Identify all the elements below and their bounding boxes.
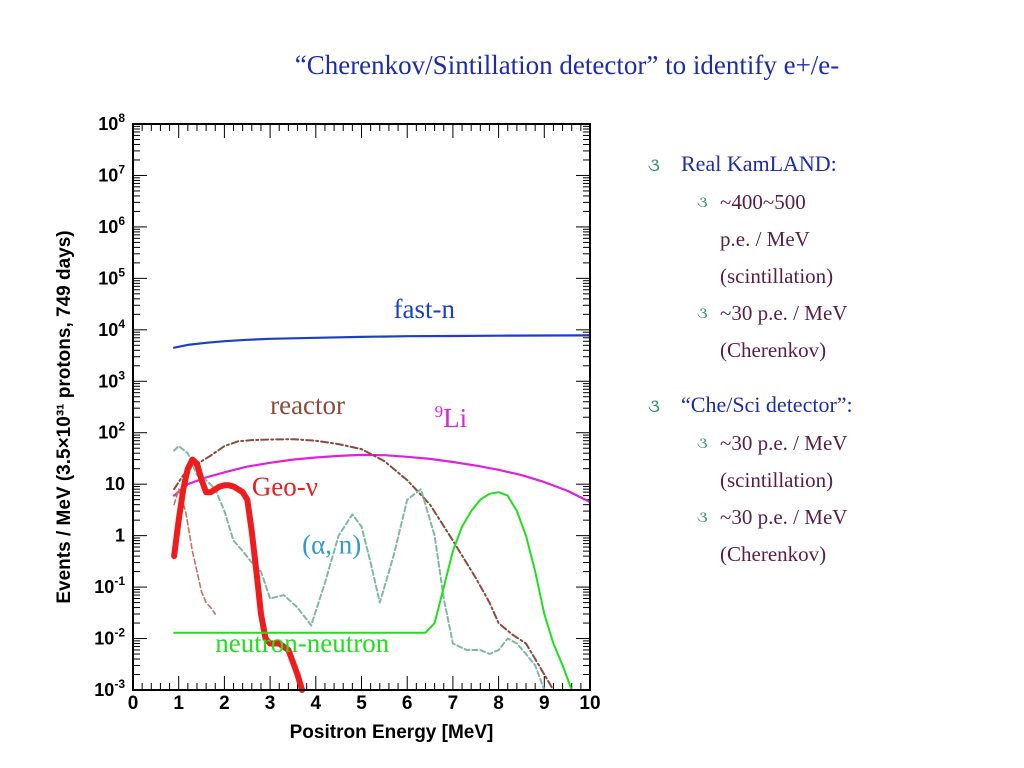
curve-label-superscript: 9 <box>435 402 444 421</box>
spiral-bullet-icon: ૩ <box>697 509 708 526</box>
y-tick-label: 102 <box>98 420 125 443</box>
spiral-bullet-icon: ૩ <box>697 435 708 452</box>
sub-bullet-line: ~30 p.e. / MeV <box>720 431 848 455</box>
x-tick-label: 2 <box>219 693 230 714</box>
series-n <box>173 445 546 691</box>
y-tick-label: 108 <box>98 111 125 134</box>
curve-label: 9Li <box>435 402 468 433</box>
y-tick-label: 1 <box>115 526 125 546</box>
y-tick-label: 105 <box>98 265 125 288</box>
sub-bullet-line: (scintillation) <box>720 468 834 492</box>
spiral-bullet-icon: ૩ <box>648 155 660 175</box>
chart-curves <box>171 334 592 693</box>
x-tick-label: 3 <box>265 693 276 714</box>
x-tick-label: 10 <box>579 693 600 714</box>
curve-label: (α, n) <box>302 529 361 559</box>
slide-title: “Cherenkov/Sintillation detector” to ide… <box>294 50 840 80</box>
series-reactor <box>173 438 555 691</box>
bullet-text: “Che/Sci detector”: <box>681 392 853 417</box>
sub-bullet-line: (Cherenkov) <box>720 542 827 566</box>
series-9li <box>173 453 592 504</box>
curve-label: Geo-ν <box>252 472 318 502</box>
y-tick-label: 10-2 <box>94 626 125 649</box>
sub-bullet-line: p.e. / MeV <box>720 227 810 251</box>
y-tick-exponent: 4 <box>118 317 125 331</box>
y-tick-exponent: 3 <box>118 368 125 382</box>
y-tick-exponent: 2 <box>118 420 125 434</box>
sub-bullet-line: (scintillation) <box>720 264 834 288</box>
spiral-bullet-icon: ૩ <box>648 396 660 416</box>
bullet-list: ૩ Real KamLAND: ૩ ~400~500 p.e. / MeV (s… <box>648 150 1018 573</box>
x-tick-label: 4 <box>311 693 322 714</box>
sub-bullet: ૩ ~30 p.e. / MeV (Cherenkov) <box>648 295 1018 369</box>
y-tick-label: 10-1 <box>94 574 125 597</box>
sub-bullet-line: ~400~500 <box>720 190 806 214</box>
spiral-bullet-icon: ૩ <box>697 194 708 211</box>
sub-bullet: ૩ ~30 p.e. / MeV (Cherenkov) <box>648 499 1018 573</box>
sub-bullet-line: ~30 p.e. / MeV <box>720 505 848 529</box>
y-tick-exponent: 5 <box>118 265 125 279</box>
y-tick-label: 10 <box>105 474 125 494</box>
x-tick-label: 7 <box>448 693 459 714</box>
y-tick-label: 10-3 <box>94 677 125 700</box>
bullet-real-kamland: ૩ Real KamLAND: <box>648 150 1018 178</box>
x-axis-label: Positron Energy [MeV] <box>290 722 494 743</box>
sub-bullet: ૩ ~30 p.e. / MeV (scintillation) <box>648 425 1018 499</box>
bullet-che-sci-detector: ૩ “Che/Sci detector”: <box>648 391 1018 419</box>
series-fast-n <box>173 334 592 349</box>
curve-label: reactor <box>270 390 345 420</box>
x-tick-label: 6 <box>402 693 413 714</box>
chart-annotations: fast-n reactor 9Li Geo-ν (α, n) neutron-neutr… <box>215 294 467 658</box>
curve-label: neutron-neutron <box>215 628 389 658</box>
bullet-text: Real KamLAND: <box>681 151 837 176</box>
y-tick-exponent: 8 <box>118 111 125 125</box>
y-tick-label: 106 <box>98 214 125 237</box>
y-tick-exponent: 6 <box>118 214 125 228</box>
sub-bullet-line: (Cherenkov) <box>720 338 827 362</box>
y-tick-exponent: -1 <box>114 574 125 588</box>
y-tick-exponent: -2 <box>114 626 125 640</box>
y-tick-label: 107 <box>98 162 125 185</box>
y-tick-exponent: -3 <box>114 677 125 691</box>
y-tick-label: 104 <box>98 317 125 340</box>
y-tick-exponent: 7 <box>118 162 125 176</box>
x-tick-label: 5 <box>356 693 367 714</box>
series-geo <box>171 456 306 693</box>
sub-bullet: ૩ ~400~500 p.e. / MeV (scintillation) <box>648 184 1018 295</box>
x-tick-label: 9 <box>539 693 550 714</box>
curve-label: fast-n <box>393 294 455 324</box>
x-tick-label: 1 <box>173 693 184 714</box>
x-tick-label: 0 <box>128 693 139 714</box>
chart: 0 1 2 3 4 5 6 7 8 9 10 10-3 10-2 10-1 1 10 102 103 104 105 1… <box>54 111 601 743</box>
x-tick-label: 8 <box>493 693 504 714</box>
plot-frame <box>132 123 591 691</box>
y-axis-label: Events / MeV (3.5×10³¹ protons, 749 days… <box>54 230 75 603</box>
series-neutron-neutron <box>173 491 573 691</box>
chart-ticks <box>132 123 591 691</box>
y-tick-label: 103 <box>98 368 125 391</box>
spiral-bullet-icon: ૩ <box>697 305 708 322</box>
sub-bullet-line: ~30 p.e. / MeV <box>720 301 848 325</box>
curve-label-base: Li <box>443 403 467 433</box>
